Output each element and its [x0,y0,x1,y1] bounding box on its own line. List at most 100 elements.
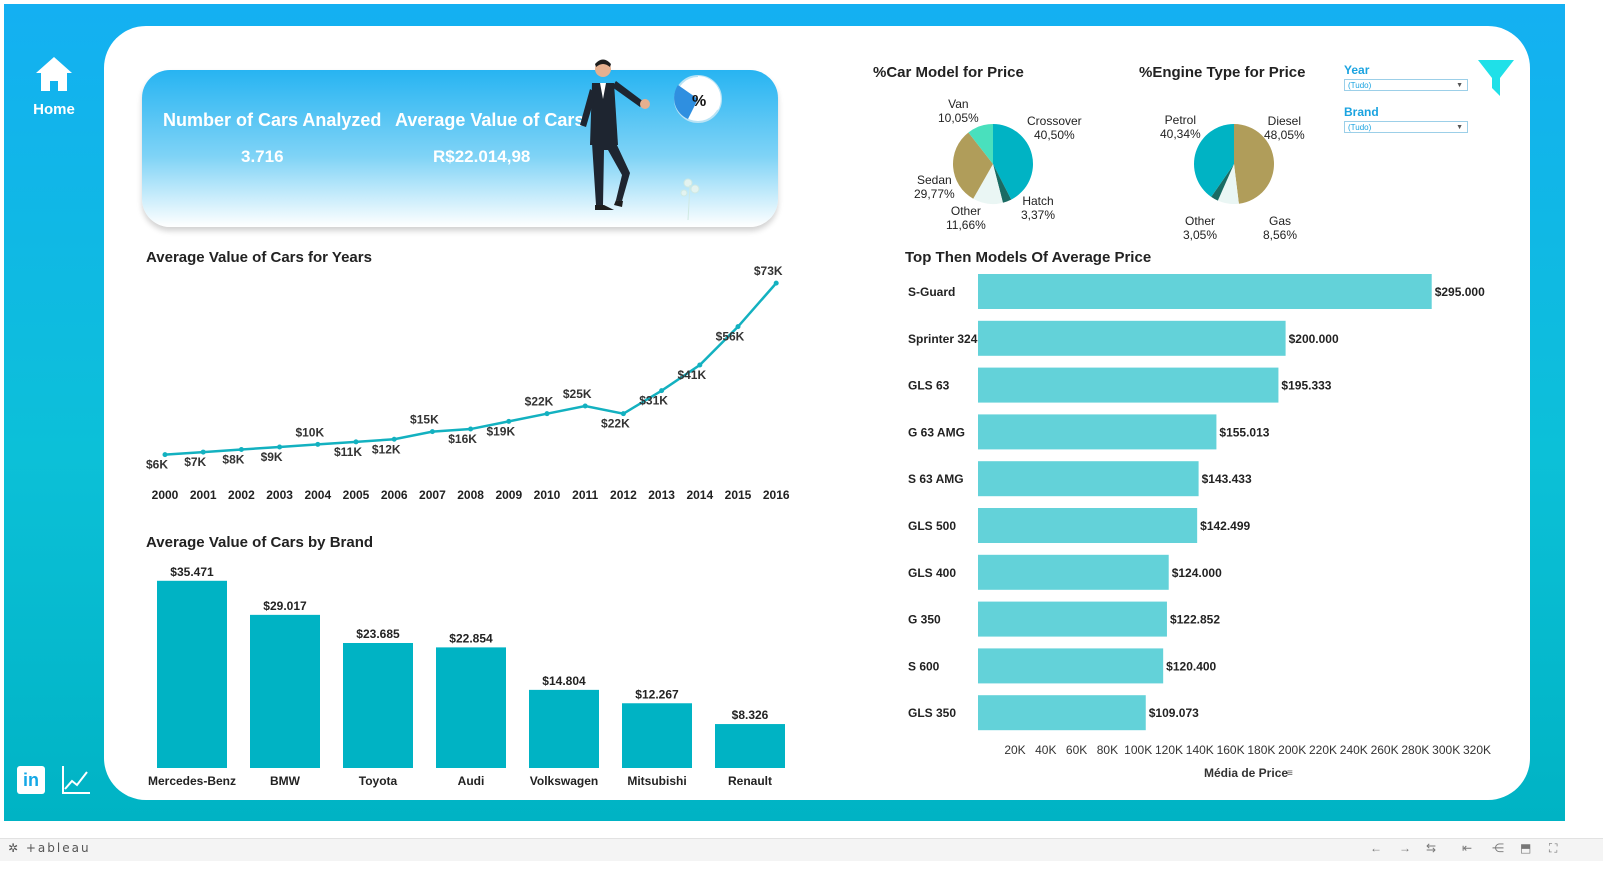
x-axis-tick: 20K [1004,743,1025,757]
model-category-label: S-Guard [908,285,955,299]
line-data-label: $11K [334,445,362,459]
filter-funnel-icon[interactable] [1476,58,1516,98]
model-data-label: $120.400 [1166,659,1216,673]
x-axis-tick: 40K [1035,743,1056,757]
brand-chart-title: Average Value of Cars by Brand [146,534,373,551]
line-point [239,447,244,452]
models-bar-chart: S-Guard $295.000 Sprinter 324 $200.000 GLS 6… [900,266,1520,786]
line-data-label: $31K [639,394,668,408]
undo-icon[interactable]: ← [1370,841,1382,855]
model-data-label: $122.852 [1170,613,1220,627]
tableau-toolbar [0,838,1603,861]
reset-icon[interactable]: ⇤ [1462,841,1472,855]
bar-data-label: $35.471 [170,565,214,579]
x-axis-tick: 100K [1124,743,1152,757]
revert-icon[interactable]: ⇆ [1426,841,1436,855]
cars-analyzed-value: 3.716 [241,147,284,167]
brand-bar [622,703,692,768]
model-category-label: S 600 [908,659,940,673]
tableau-logo[interactable]: ✲ +ableau [8,841,91,855]
pie-label-diesel: Diesel 48,05% [1264,114,1305,142]
pie-model-title: %Car Model for Price [873,64,1024,81]
x-axis-title: Média de Price [1204,766,1288,780]
model-category-label: GLS 350 [908,706,956,720]
pie-label-other-engine: Other 3,05% [1183,214,1217,242]
brand-category-label: Audi [458,774,485,788]
line-point [659,388,664,393]
model-data-label: $142.499 [1200,519,1250,533]
bar-data-label: $8.326 [732,708,769,722]
download-icon[interactable]: ⬒ [1520,841,1531,855]
line-point [354,439,359,444]
bar-data-label: $23.685 [356,627,400,641]
linkedin-icon[interactable]: in [17,766,45,794]
line-point [545,411,550,416]
model-bar [978,555,1169,590]
model-data-label: $124.000 [1172,566,1222,580]
model-data-label: $195.333 [1281,379,1331,393]
line-point [430,429,435,434]
line-point [583,404,588,409]
brand-filter-label: Brand [1344,105,1379,119]
line-chart-years: $6K2000$7K2001$8K2002$9K2003$10K2004$11K… [140,262,820,512]
percent-badge: % [692,93,706,110]
model-bar [978,648,1163,683]
line-data-label: $15K [410,413,439,427]
model-bar [978,695,1146,730]
pie-label-crossover: Crossover 40,50% [1027,114,1082,142]
model-data-label: $200.000 [1289,332,1339,346]
line-chart-icon[interactable] [60,764,92,796]
line-data-label: $22K [525,395,554,409]
x-tick-label: 2012 [610,488,637,502]
line-data-label: $12K [372,442,401,456]
line-data-label: $8K [222,453,244,467]
year-filter-select[interactable]: (Tudo) ▼ [1344,79,1468,91]
pie-label-gas: Gas 8,56% [1263,214,1297,242]
bar-data-label: $29.017 [263,599,307,613]
line-data-label: $56K [716,330,745,344]
model-category-label: GLS 400 [908,566,956,580]
pie-label-van: Van 10,05% [938,97,979,125]
pie-label-sedan: Sedan 29,77% [914,173,955,201]
businessman-illustration: % [570,55,730,227]
brand-bar [250,615,320,768]
average-value-value: R$22.014,98 [433,147,530,167]
cars-analyzed-title: Number of Cars Analyzed [163,110,381,131]
x-axis-tick: 60K [1066,743,1087,757]
line-data-label: $19K [486,424,515,438]
line-data-label: $6K [146,458,168,472]
brand-bar-chart: $35.471 Mercedes-Benz $29.017 BMW $23.685 Toy… [140,556,820,796]
share-icon[interactable]: ⋲ [1492,841,1504,855]
model-category-label: Sprinter 324 [908,332,978,346]
x-tick-label: 2010 [534,488,561,502]
model-bar [978,321,1286,356]
line-point [201,450,206,455]
line-point [315,442,320,447]
model-category-label: G 350 [908,613,941,627]
x-axis-tick: 320K [1463,743,1491,757]
home-button[interactable]: Home [24,54,84,118]
line-data-label: $7K [184,455,206,469]
x-axis-tick: 180K [1247,743,1275,757]
chevron-down-icon: ▼ [1456,80,1463,92]
line-data-label: $10K [295,425,324,439]
line-point [277,444,282,449]
brand-category-label: Renault [728,774,772,788]
line-data-label: $25K [563,387,592,401]
x-tick-label: 2016 [763,488,790,502]
x-axis-tick: 80K [1097,743,1118,757]
fullscreen-icon[interactable]: ⛶ [1549,841,1557,856]
x-tick-label: 2011 [572,488,598,502]
redo-icon[interactable]: → [1399,841,1411,855]
home-label: Home [24,101,84,118]
model-bar [978,602,1167,637]
tableau-logo-icon: ✲ [8,841,26,855]
brand-filter-select[interactable]: (Tudo) ▼ [1344,121,1468,133]
line-point [736,324,741,329]
models-chart-title: Top Then Models Of Average Price [905,249,1151,266]
year-filter-label: Year [1344,63,1369,77]
brand-bar [529,690,599,768]
line-data-label: $41K [677,368,706,382]
x-axis-tick: 140K [1186,743,1214,757]
brand-bar [715,724,785,768]
